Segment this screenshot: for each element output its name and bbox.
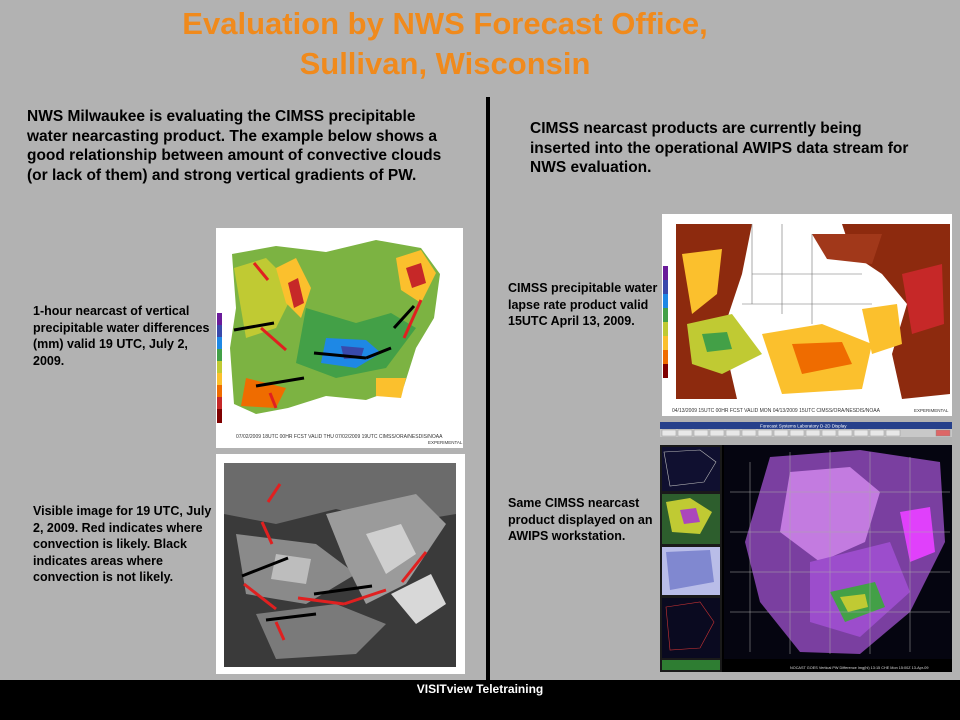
left-intro-text: NWS Milwaukee is evaluating the CIMSS pr… xyxy=(27,108,442,184)
awips-status-text: NOCAST GOES Vertical PW Difference Img(h… xyxy=(790,666,929,670)
map-tag-right: EXPERIMENTAL xyxy=(914,408,949,413)
lapse-color-scale-bar xyxy=(663,266,668,378)
nearcast-caption: 1-hour nearcast of vertical precipitable… xyxy=(33,304,210,368)
slide-title: Evaluation by NWS Forecast Office, Sulli… xyxy=(90,4,800,84)
title-line-2: Sullivan, Wisconsin xyxy=(299,46,591,81)
visible-caption: Visible image for 19 UTC, July 2, 2009. … xyxy=(33,504,212,584)
visible-satellite-image xyxy=(216,454,465,674)
map-footer-left: 07/02/2009 18UTC 00HR FCST VALID THU 07/… xyxy=(236,434,443,440)
map-footer-right: 04/13/2009 15UTC 00HR FCST VALID MON 04/… xyxy=(672,408,881,414)
pw-lapse-rate-map: 04/13/2009 15UTC 00HR FCST VALID MON 04/… xyxy=(662,214,952,416)
footer-bar xyxy=(0,680,960,720)
awips-window-title: Forecast Systems Laboratory D-2D Display xyxy=(760,424,847,429)
awips-caption: Same CIMSS nearcast product displayed on… xyxy=(508,496,653,543)
map-tag-left: EXPERIMENTAL xyxy=(428,440,463,445)
column-divider xyxy=(486,97,490,680)
convection-lines xyxy=(233,262,423,409)
pw-difference-map: 07/02/2009 18UTC 00HR FCST VALID THU 07/… xyxy=(216,228,463,448)
footer-label: VISITview Teletraining xyxy=(416,682,544,696)
color-scale-bar xyxy=(217,313,222,423)
right-intro-text: CIMSS nearcast products are currently be… xyxy=(530,120,909,176)
title-line-1: Evaluation by NWS Forecast Office, xyxy=(182,6,708,41)
lapse-rate-caption: CIMSS precipitable water lapse rate prod… xyxy=(508,281,658,328)
awips-workstation-screenshot: Forecast Systems Laboratory D-2D Display xyxy=(660,422,952,672)
visible-annotation-lines xyxy=(241,483,428,641)
